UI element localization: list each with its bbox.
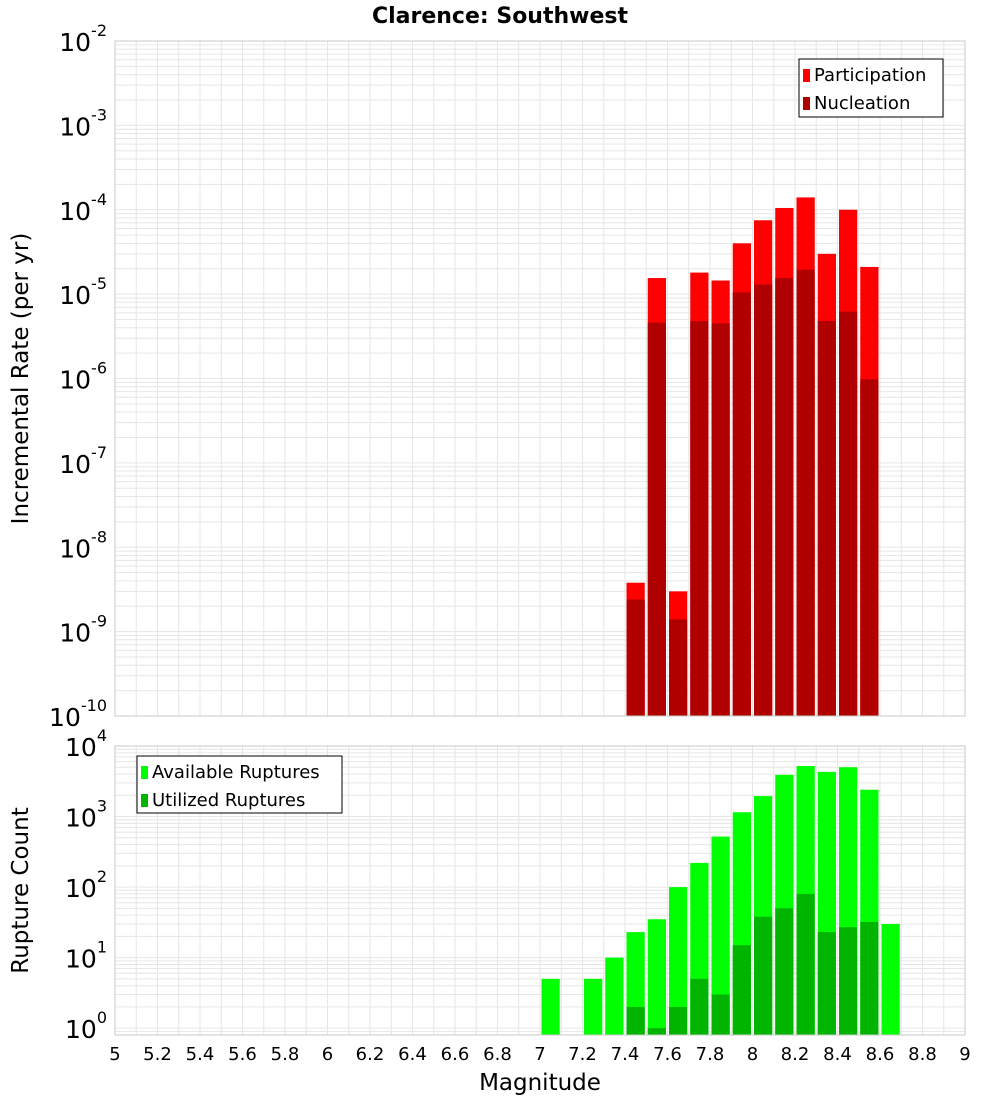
x-tick-label: 7.8 — [696, 1044, 725, 1065]
bar-nucleation — [817, 321, 836, 716]
y-tick-label: 100 — [65, 1008, 107, 1044]
bottom-bars — [541, 766, 900, 1035]
bar-utilized-ruptures — [754, 916, 773, 1035]
bar-nucleation — [690, 321, 709, 716]
x-tick-label: 6.6 — [441, 1044, 470, 1065]
legend-box — [798, 58, 944, 118]
y-tick-label: 103 — [65, 797, 107, 833]
top-bars — [626, 197, 879, 717]
y-tick-label: 10-5 — [59, 274, 107, 310]
x-tick-label: 7.6 — [653, 1044, 682, 1065]
y-tick-label: 10-2 — [59, 21, 107, 57]
x-tick-labels: 5 5.2 5.4 5.6 5.8 6 6.2 6.4 6.6 6.8 7 7.2 7.4 7.6 7.8 8… — [109, 1044, 970, 1065]
bar-available-ruptures — [711, 836, 730, 1035]
y-tick-label: 10-3 — [59, 105, 107, 141]
legend-swatch — [141, 794, 148, 807]
top-legend: Participation Nucleation — [798, 58, 944, 118]
top-grid — [114, 41, 966, 717]
bar-nucleation — [647, 322, 666, 716]
legend-swatch — [803, 97, 810, 110]
bar-available-ruptures — [669, 887, 688, 1035]
y-tick-label: 10-9 — [59, 612, 107, 648]
y-tick-label: 102 — [65, 867, 107, 903]
chart-title: Clarence: Southwest — [372, 4, 629, 29]
x-tick-label: 6.8 — [483, 1044, 512, 1065]
bar-utilized-ruptures — [690, 978, 709, 1035]
legend-entry: Utilized Ruptures — [152, 790, 305, 811]
legend-entry: Nucleation — [814, 93, 910, 114]
bar-utilized-ruptures — [817, 932, 836, 1035]
x-tick-label: 6 — [322, 1044, 333, 1065]
top-panel: 10-10 10-9 10-8 10-7 10-6 10-5 10-4 10-3 10-2 In… — [8, 21, 966, 732]
y-tick-label: 104 — [65, 726, 107, 762]
bar-utilized-ruptures — [839, 927, 858, 1035]
x-tick-label: 5 — [109, 1044, 120, 1065]
x-tick-label: 8.4 — [823, 1044, 852, 1065]
bar-available-ruptures — [605, 957, 624, 1035]
x-tick-label: 5.8 — [271, 1044, 300, 1065]
bottom-y-axis-label: Rupture Count — [8, 807, 34, 973]
legend-swatch — [141, 766, 148, 779]
y-tick-label: 10-10 — [49, 696, 107, 732]
bar-available-ruptures — [881, 923, 900, 1035]
top-plot-frame — [114, 40, 966, 717]
bottom-legend: Available Ruptures Utilized Ruptures — [136, 755, 343, 814]
bottom-panel: 100 101 102 103 104 Rupture Count Available … — [8, 726, 966, 1044]
y-tick-label: 10-8 — [59, 527, 107, 563]
bar-utilized-ruptures — [796, 893, 815, 1035]
bar-nucleation — [860, 379, 879, 716]
top-y-tick-labels: 10-10 10-9 10-8 10-7 10-6 10-5 10-4 10-3 10-2 — [49, 21, 107, 732]
x-tick-label: 5.2 — [143, 1044, 172, 1065]
x-tick-label: 7 — [534, 1044, 545, 1065]
bar-utilized-ruptures — [647, 1028, 666, 1035]
bottom-y-tick-labels: 100 101 102 103 104 — [65, 726, 107, 1044]
bar-nucleation — [775, 278, 794, 716]
bar-nucleation — [732, 292, 751, 716]
bar-utilized-ruptures — [711, 994, 730, 1035]
legend-swatch — [803, 69, 810, 82]
legend-entry: Available Ruptures — [152, 762, 320, 783]
x-tick-label: 9 — [959, 1044, 970, 1065]
top-y-axis-label: Incremental Rate (per yr) — [8, 233, 34, 525]
bar-utilized-ruptures — [732, 945, 751, 1035]
legend-box — [136, 755, 343, 814]
x-tick-label: 8 — [747, 1044, 758, 1065]
legend-entry: Participation — [814, 65, 926, 86]
y-tick-label: 101 — [65, 938, 107, 974]
x-tick-label: 7.2 — [568, 1044, 597, 1065]
y-tick-label: 10-7 — [59, 443, 107, 479]
bar-nucleation — [669, 619, 688, 716]
bar-nucleation — [796, 269, 815, 716]
bar-available-ruptures — [647, 919, 666, 1035]
x-axis-label: Magnitude — [479, 1070, 601, 1096]
x-tick-label: 8.6 — [866, 1044, 895, 1065]
bar-nucleation — [711, 323, 730, 716]
bar-available-ruptures — [541, 978, 560, 1035]
bar-utilized-ruptures — [626, 1006, 645, 1035]
bar-nucleation — [754, 284, 773, 716]
x-tick-label: 5.6 — [228, 1044, 257, 1065]
y-tick-label: 10-6 — [59, 359, 107, 395]
x-tick-label: 8.2 — [781, 1044, 810, 1065]
x-tick-label: 6.4 — [398, 1044, 427, 1065]
y-tick-label: 10-4 — [59, 190, 107, 226]
bottom-plot-frame — [114, 745, 966, 1036]
bar-utilized-ruptures — [775, 908, 794, 1035]
bar-nucleation — [626, 599, 645, 716]
bar-nucleation — [839, 311, 858, 716]
bar-available-ruptures — [584, 978, 603, 1035]
x-tick-label: 6.2 — [356, 1044, 385, 1065]
bar-utilized-ruptures — [669, 1006, 688, 1035]
x-tick-label: 5.4 — [186, 1044, 215, 1065]
bar-utilized-ruptures — [860, 921, 879, 1035]
x-tick-label: 8.8 — [908, 1044, 937, 1065]
x-tick-label: 7.4 — [611, 1044, 640, 1065]
